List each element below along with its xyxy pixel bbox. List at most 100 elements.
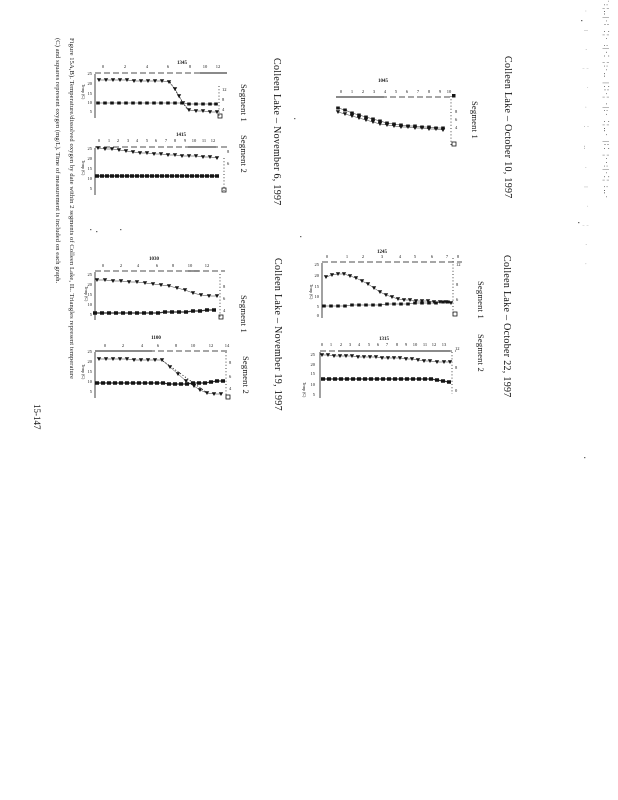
svg-text:25: 25 — [88, 71, 93, 76]
svg-text:7: 7 — [417, 89, 420, 94]
figure-caption-line-1: Figure 15A,B). Temperature/dissolved oxy… — [68, 38, 75, 380]
segment-label-nov19-seg2: Segment 2 — [241, 356, 251, 394]
svg-text:10: 10 — [203, 64, 208, 69]
svg-text:0: 0 — [340, 89, 343, 94]
svg-text:8: 8 — [174, 138, 177, 143]
svg-text:8: 8 — [227, 149, 230, 154]
svg-text:4: 4 — [146, 64, 149, 69]
svg-text:5: 5 — [146, 138, 149, 143]
svg-text:12: 12 — [222, 87, 227, 92]
svg-text:5: 5 — [90, 389, 93, 394]
svg-text:9: 9 — [405, 342, 408, 347]
svg-text:7: 7 — [446, 254, 449, 259]
svg-text:4: 4 — [384, 89, 387, 94]
svg-text:10: 10 — [191, 343, 196, 348]
svg-text:1: 1 — [351, 89, 353, 94]
svg-text:20: 20 — [88, 156, 93, 161]
svg-text:6: 6 — [156, 263, 159, 268]
svg-text:8: 8 — [456, 282, 459, 287]
svg-text:0: 0 — [104, 343, 107, 348]
svg-text:25: 25 — [88, 146, 93, 151]
segment-label-oct22-seg2: Segment 2 — [476, 334, 486, 372]
svg-text:6: 6 — [155, 138, 158, 143]
segment-label-oct10-seg1: Segment 1 — [470, 101, 480, 139]
svg-text:0: 0 — [326, 254, 329, 259]
svg-text:15: 15 — [88, 91, 93, 96]
svg-text:0: 0 — [102, 64, 105, 69]
svg-text:12: 12 — [205, 263, 210, 268]
svg-text:5: 5 — [414, 254, 417, 259]
svg-text:Temp (C): Temp (C) — [309, 284, 314, 300]
svg-text:0: 0 — [102, 263, 105, 268]
svg-text:5: 5 — [90, 109, 93, 114]
svg-text:8: 8 — [455, 365, 458, 370]
svg-text:25: 25 — [315, 262, 320, 267]
svg-text:4: 4 — [223, 308, 226, 313]
svg-text:8: 8 — [189, 64, 192, 69]
svg-text:6: 6 — [157, 343, 160, 348]
svg-text:25: 25 — [88, 349, 93, 354]
svg-text:12: 12 — [209, 343, 214, 348]
svg-text:Temp (C): Temp (C) — [81, 364, 86, 380]
page-header-line-2: · ∶ ‧ ¦ ˙ · ⁚ ‥ · ∶ ˙ ¦ ‧ · — [582, 10, 588, 273]
svg-text:2: 2 — [120, 263, 122, 268]
svg-text:7: 7 — [165, 138, 168, 143]
svg-text:8: 8 — [172, 263, 175, 268]
svg-text:10: 10 — [315, 294, 320, 299]
svg-text:1100: 1100 — [151, 336, 161, 341]
svg-text:4: 4 — [141, 343, 144, 348]
svg-text:7: 7 — [386, 342, 389, 347]
svg-text:4: 4 — [229, 386, 232, 391]
svg-text:5: 5 — [90, 312, 93, 317]
svg-text:20: 20 — [88, 81, 93, 86]
svg-text:9: 9 — [184, 138, 187, 143]
svg-text:2: 2 — [117, 138, 119, 143]
svg-text:4: 4 — [399, 254, 402, 259]
svg-text:8: 8 — [222, 97, 225, 102]
svg-text:15: 15 — [315, 284, 320, 289]
page-number: 15-147 — [32, 404, 42, 430]
svg-text:6: 6 — [406, 89, 409, 94]
svg-text:8: 8 — [229, 360, 232, 365]
svg-text:4: 4 — [455, 125, 458, 130]
svg-text:2: 2 — [122, 343, 124, 348]
svg-text:11: 11 — [202, 138, 206, 143]
page-header-line-1: ˙:¦‥|·∶ ⁚¦· :|‧⁚ ¦:·‥ |⁚∶·¦ ‧|:· ⁚¦‥· |∶… — [602, 0, 610, 200]
figure-caption-line-2: (C) and squares represent oxygen (mg/L).… — [54, 38, 61, 284]
segment-label-nov6-seg1: Segment 1 — [239, 84, 249, 122]
svg-text:6: 6 — [227, 161, 230, 166]
svg-text:20: 20 — [315, 273, 320, 278]
svg-text:11: 11 — [423, 342, 427, 347]
svg-text:10: 10 — [413, 342, 418, 347]
svg-text:5: 5 — [313, 392, 316, 397]
svg-text:9: 9 — [439, 89, 442, 94]
segment-label-nov6-seg2: Segment 2 — [239, 135, 249, 173]
svg-text:Temp (C): Temp (C) — [81, 160, 86, 176]
segment-label-oct22-seg1: Segment 1 — [476, 281, 486, 319]
svg-text:0: 0 — [455, 388, 458, 393]
svg-text:6: 6 — [223, 296, 226, 301]
svg-text:8: 8 — [175, 343, 178, 348]
svg-text:1045: 1045 — [378, 79, 389, 84]
svg-text:5: 5 — [90, 186, 93, 191]
svg-text:5: 5 — [317, 304, 320, 309]
svg-text:12: 12 — [455, 346, 460, 351]
svg-text:8: 8 — [223, 284, 226, 289]
svg-text:13: 13 — [442, 342, 447, 347]
figure-caption: Figure 15A,B). Temperature/dissolved oxy… — [50, 38, 78, 379]
svg-text:4: 4 — [358, 342, 361, 347]
svg-text:10: 10 — [447, 89, 452, 94]
svg-text:3: 3 — [349, 342, 352, 347]
svg-text:15: 15 — [88, 292, 93, 297]
svg-text:10: 10 — [88, 100, 93, 105]
title-november-6: Colleen Lake – November 6, 1997 — [271, 58, 282, 206]
svg-text:6: 6 — [229, 374, 232, 379]
svg-text:10: 10 — [88, 176, 93, 181]
svg-text:12: 12 — [432, 342, 437, 347]
svg-text:6: 6 — [377, 342, 380, 347]
svg-text:10: 10 — [88, 302, 93, 307]
svg-text:2: 2 — [362, 89, 364, 94]
svg-text:10: 10 — [311, 382, 316, 387]
svg-text:0: 0 — [317, 313, 320, 318]
svg-text:20: 20 — [88, 282, 93, 287]
